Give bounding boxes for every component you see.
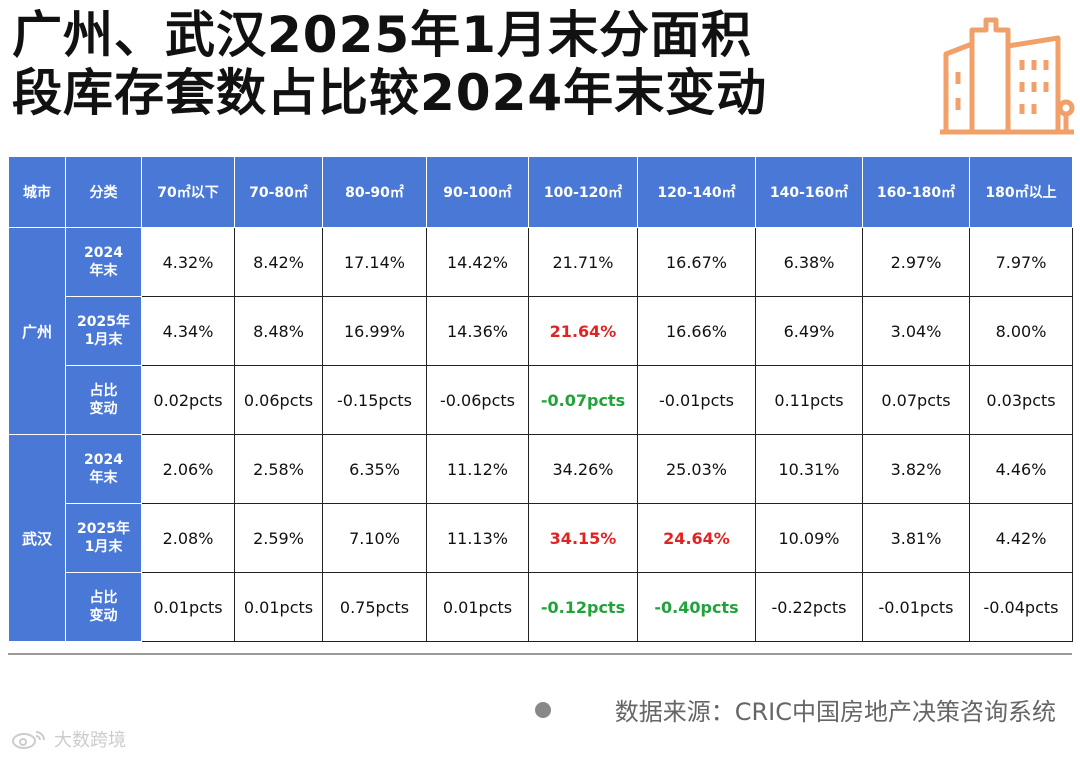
- table-cell: 0.02pcts: [141, 365, 235, 435]
- table-cell: 7.10%: [322, 503, 427, 573]
- table-row: 2025年 1月末 4.34% 8.48% 16.99% 14.36% 21.64% 16.…: [9, 296, 1073, 366]
- table-cell: 10.31%: [755, 434, 863, 504]
- table-cell: -0.15pcts: [322, 365, 427, 435]
- table-cell: 0.06pcts: [234, 365, 323, 435]
- table-cell: 0.75pcts: [322, 572, 427, 642]
- column-header: 100-120㎡: [528, 156, 638, 228]
- table-cell: 2.58%: [234, 434, 323, 504]
- table-cell: 0.01pcts: [234, 572, 323, 642]
- table-row: 广州 2024 年末 4.32% 8.42% 17.14% 14.42% 21.71% 16.…: [8, 227, 1073, 435]
- table-cell: -0.22pcts: [755, 572, 863, 642]
- table-cell: 17.14%: [322, 227, 427, 297]
- column-header: 140-160㎡: [755, 156, 863, 228]
- table-cell: 6.38%: [755, 227, 863, 297]
- city-cell: 武汉: [8, 434, 66, 642]
- table-cell: 25.03%: [637, 434, 756, 504]
- bottom-rule: [8, 653, 1072, 655]
- table-cell: 8.42%: [234, 227, 323, 297]
- table-cell: 34.26%: [528, 434, 638, 504]
- table-cell: 3.82%: [862, 434, 970, 504]
- table-cell: 4.46%: [969, 434, 1073, 504]
- source-note: 数据来源：CRIC中国房地产决策咨询系统: [534, 692, 1056, 727]
- table-cell: 3.81%: [862, 503, 970, 573]
- watermark-logo: 大数跨境: [10, 726, 126, 752]
- table-cell: 16.67%: [637, 227, 756, 297]
- watermark-text: 大数跨境: [54, 730, 126, 751]
- table-cell: -0.04pcts: [969, 572, 1073, 642]
- column-header: 120-140㎡: [637, 156, 756, 228]
- table-row: 占比 变动 0.02pcts 0.06pcts -0.15pcts -0.06pcts -…: [9, 365, 1073, 435]
- inventory-table: 城市 分类 70㎡以下 70-80㎡ 80-90㎡ 90-100㎡ 100-120㎡ 120-…: [8, 156, 1073, 642]
- row-label: 占比 变动: [65, 365, 142, 435]
- table-cell: 34.15%: [528, 503, 638, 573]
- row-label: 2025年 1月末: [65, 296, 142, 366]
- table-cell: 24.64%: [637, 503, 756, 573]
- title-line-2: 段库存套数占比较2024年末变动: [12, 64, 768, 122]
- table-cell: 0.07pcts: [862, 365, 970, 435]
- column-header: 70㎡以下: [141, 156, 235, 228]
- table-cell: 2.08%: [141, 503, 235, 573]
- table-cell: 3.04%: [862, 296, 970, 366]
- table-cell: 2.06%: [141, 434, 235, 504]
- table-cell: 14.42%: [426, 227, 529, 297]
- table-cell: 6.49%: [755, 296, 863, 366]
- header-row: 城市 分类 70㎡以下 70-80㎡ 80-90㎡ 90-100㎡ 100-120㎡ 120-…: [8, 156, 1073, 228]
- table-cell: 4.42%: [969, 503, 1073, 573]
- row-label: 2024 年末: [65, 227, 142, 297]
- table-cell: 0.03pcts: [969, 365, 1073, 435]
- table-cell: 11.12%: [426, 434, 529, 504]
- table-cell: 8.48%: [234, 296, 323, 366]
- table-cell: -0.07pcts: [528, 365, 638, 435]
- table-cell: 14.36%: [426, 296, 529, 366]
- row-label: 占比 变动: [65, 572, 142, 642]
- table-cell: 21.71%: [528, 227, 638, 297]
- table-cell: 0.11pcts: [755, 365, 863, 435]
- table-cell: 4.34%: [141, 296, 235, 366]
- table-row: 占比 变动 0.01pcts 0.01pcts 0.75pcts 0.01pcts -0.…: [9, 572, 1073, 642]
- building-icon: [940, 17, 1075, 135]
- table-cell: 2.97%: [862, 227, 970, 297]
- table-cell: 8.00%: [969, 296, 1073, 366]
- column-header: 180㎡以上: [969, 156, 1073, 228]
- table-cell: -0.06pcts: [426, 365, 529, 435]
- column-header: 90-100㎡: [426, 156, 529, 228]
- table-row: 武汉 2024 年末 2.06% 2.58% 6.35% 11.12% 34.26% 25.0…: [8, 434, 1073, 642]
- table-cell: 11.13%: [426, 503, 529, 573]
- source-text: 数据来源：CRIC中国房地产决策咨询系统: [614, 698, 1056, 726]
- table-cell: 0.01pcts: [426, 572, 529, 642]
- table-cell: 0.01pcts: [141, 572, 235, 642]
- table-cell: 4.32%: [141, 227, 235, 297]
- table-cell: 10.09%: [755, 503, 863, 573]
- bullet-dot-icon: [534, 701, 551, 718]
- city-cell: 广州: [8, 227, 66, 435]
- table-cell: -0.40pcts: [637, 572, 756, 642]
- row-label: 2025年 1月末: [65, 503, 142, 573]
- table-cell: -0.01pcts: [862, 572, 970, 642]
- table-cell: 16.99%: [322, 296, 427, 366]
- table-cell: 21.64%: [528, 296, 638, 366]
- column-header: 160-180㎡: [862, 156, 970, 228]
- weibo-icon: [12, 731, 45, 749]
- column-header: 分类: [65, 156, 142, 228]
- column-header: 城市: [8, 156, 66, 228]
- title-line-1: 广州、武汉2025年1月末分面积: [12, 6, 752, 64]
- column-header: 70-80㎡: [234, 156, 323, 228]
- table-cell: 7.97%: [969, 227, 1073, 297]
- table-row: 2025年 1月末 2.08% 2.59% 7.10% 11.13% 34.15% 24.6…: [9, 503, 1073, 573]
- table-cell: -0.12pcts: [528, 572, 638, 642]
- table-cell: 16.66%: [637, 296, 756, 366]
- column-header: 80-90㎡: [322, 156, 427, 228]
- row-label: 2024 年末: [65, 434, 142, 504]
- table-cell: 6.35%: [322, 434, 427, 504]
- table-cell: -0.01pcts: [637, 365, 756, 435]
- page-title: 广州、武汉2025年1月末分面积 段库存套数占比较2024年末变动: [12, 6, 912, 122]
- table-cell: 2.59%: [234, 503, 323, 573]
